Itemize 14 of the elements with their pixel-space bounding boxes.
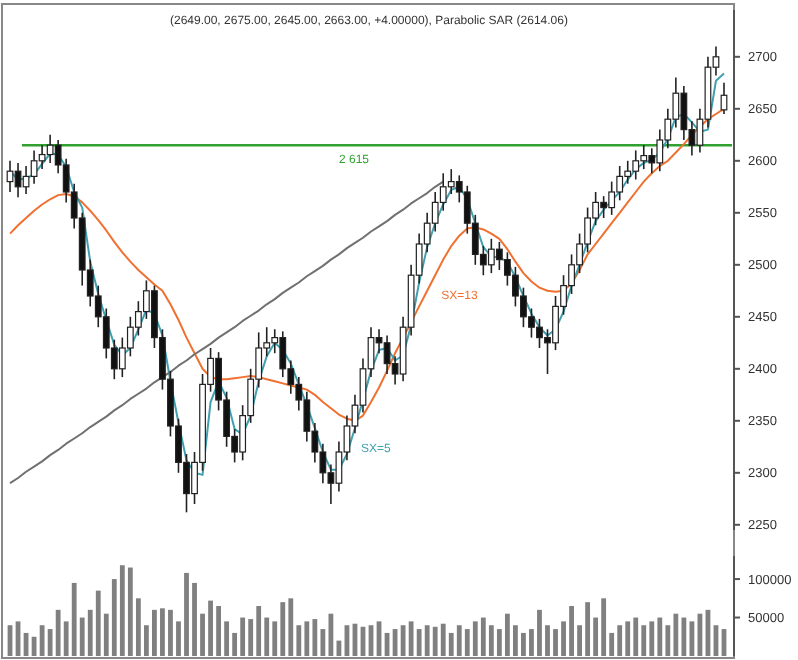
candlestick <box>536 318 543 349</box>
candlestick <box>600 195 608 219</box>
candlestick <box>632 149 640 181</box>
candlestick <box>495 241 503 271</box>
candlestick <box>487 238 495 274</box>
candlestick <box>648 147 656 175</box>
candlestick <box>680 85 688 141</box>
candlestick <box>30 149 38 185</box>
line-series <box>9 180 445 485</box>
candlestick <box>608 180 616 216</box>
candlestick <box>616 165 624 202</box>
candlestick <box>46 134 54 164</box>
candlestick <box>279 330 287 378</box>
candlestick <box>447 168 455 195</box>
